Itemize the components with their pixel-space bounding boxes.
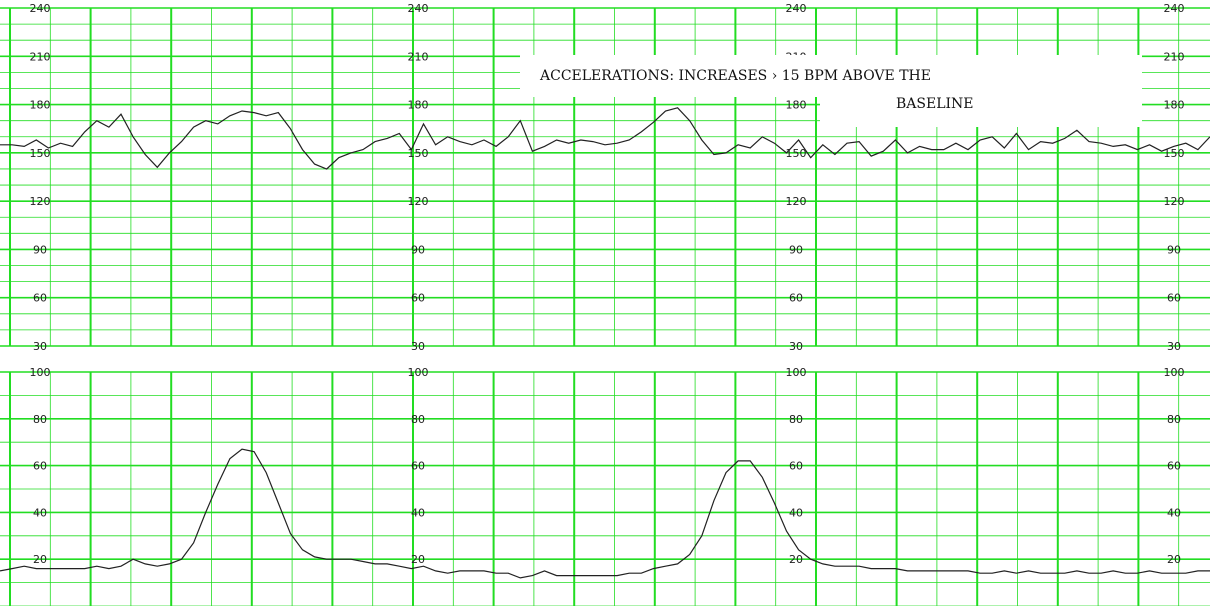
fhr-tick-label: 240 — [1164, 2, 1185, 15]
uc-tick-label: 80 — [789, 413, 803, 426]
fhr-tick-label: 180 — [408, 99, 429, 112]
fhr-tick-label: 210 — [30, 50, 51, 63]
fhr-trace-line — [0, 107, 1210, 170]
fhr-tick-label: 30 — [789, 340, 803, 353]
fhr-tick-label: 210 — [1164, 50, 1185, 63]
callout-line-2: BASELINE — [896, 96, 974, 112]
uc-tick-label: 100 — [408, 366, 429, 379]
fhr-tick-label: 30 — [411, 340, 425, 353]
uc-tick-label: 20 — [33, 553, 47, 566]
fhr-tick-label: 90 — [1167, 243, 1181, 256]
uc-tick-label: 60 — [33, 460, 47, 473]
fhr-tick-label: 180 — [30, 99, 51, 112]
fhr-tick-label: 240 — [408, 2, 429, 15]
uc-tick-label: 100 — [30, 366, 51, 379]
fhr-tick-label: 90 — [411, 243, 425, 256]
uc-tick-label: 100 — [786, 366, 807, 379]
callout-line-1: ACCELERATIONS: INCREASES › 15 BPM ABOVE … — [539, 68, 931, 84]
fhr-tick-label: 120 — [1164, 195, 1185, 208]
fhr-tick-label: 60 — [1167, 292, 1181, 305]
uc-tick-labels: 100 80 60 40 20 100 80 60 40 20 100 80 60 40 20 100 80 60… — [30, 366, 1185, 566]
fhr-tick-label: 60 — [789, 292, 803, 305]
uc-tick-label: 100 — [1164, 366, 1185, 379]
fhr-tick-label: 240 — [30, 2, 51, 15]
uc-tick-label: 20 — [411, 553, 425, 566]
uc-tick-label: 80 — [33, 413, 47, 426]
fhr-tick-label: 60 — [411, 292, 425, 305]
acceleration-callout: ACCELERATIONS: INCREASES › 15 BPM ABOVE … — [520, 55, 1142, 127]
fhr-tick-label: 60 — [33, 292, 47, 305]
fhr-tick-label: 120 — [408, 195, 429, 208]
fhr-tick-label: 240 — [786, 2, 807, 15]
uc-tick-label: 40 — [411, 506, 425, 519]
uc-tick-label: 80 — [411, 413, 425, 426]
fhr-tick-label: 180 — [1164, 99, 1185, 112]
uc-tick-label: 40 — [789, 506, 803, 519]
uc-tick-label: 80 — [1167, 413, 1181, 426]
fhr-tick-label: 30 — [33, 340, 47, 353]
uc-tick-label: 60 — [789, 460, 803, 473]
uc-tick-label: 40 — [33, 506, 47, 519]
fhr-tick-labels: 240 210 180 150 120 90 60 30 240 210 180 150 120 90 60… — [30, 2, 1185, 353]
uc-tick-label: 20 — [789, 553, 803, 566]
fhr-tick-label: 210 — [408, 50, 429, 63]
fhr-tick-label: 30 — [1167, 340, 1181, 353]
fhr-tick-label: 90 — [33, 243, 47, 256]
fhr-tick-label: 150 — [1164, 147, 1185, 160]
uc-trace-line — [0, 448, 1210, 579]
uc-tick-label: 40 — [1167, 506, 1181, 519]
fhr-tick-label: 120 — [786, 195, 807, 208]
uc-tick-label: 60 — [411, 460, 425, 473]
fhr-tick-label: 150 — [408, 147, 429, 160]
uc-grid — [0, 371, 1210, 606]
fhr-tick-label: 150 — [786, 147, 807, 160]
fhr-tick-label: 150 — [30, 147, 51, 160]
callout-box-right — [820, 55, 1142, 127]
callout-box-left — [520, 55, 840, 97]
uc-tick-label: 20 — [1167, 553, 1181, 566]
fhr-tick-label: 90 — [789, 243, 803, 256]
fhr-tick-label: 180 — [786, 99, 807, 112]
uc-tick-label: 60 — [1167, 460, 1181, 473]
fhr-tick-label: 120 — [30, 195, 51, 208]
